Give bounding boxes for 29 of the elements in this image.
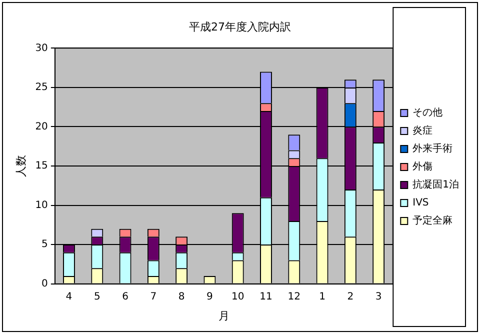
- y-axis-title: 人数: [14, 155, 28, 177]
- y-tick-label: 30: [35, 42, 48, 54]
- y-tick-label: 15: [35, 160, 48, 172]
- y-tick-label: 0: [42, 278, 48, 290]
- x-tick-label: 7: [150, 291, 157, 302]
- x-tick-label: 11: [260, 291, 272, 302]
- x-tick-label: 4: [66, 291, 72, 302]
- x-tick-label: 9: [206, 291, 213, 302]
- x-tick-label: 6: [122, 291, 128, 302]
- y-tick-label: 20: [35, 121, 48, 132]
- y-tick-label: 25: [35, 82, 48, 94]
- x-tick-label: 1: [319, 291, 326, 302]
- chart-title: 平成27年度入院内訳: [189, 20, 291, 34]
- legend-label: 炎症: [412, 124, 433, 137]
- legend-label: 予定全麻: [412, 214, 453, 227]
- x-tick-label: 3: [375, 291, 382, 302]
- x-tick-label: 10: [231, 291, 244, 302]
- legend-label: IVS: [412, 198, 429, 209]
- x-tick-label: 12: [288, 291, 301, 302]
- x-axis-title: 月: [218, 309, 230, 322]
- y-tick-label: 5: [42, 239, 48, 250]
- legend-label: 外傷: [412, 160, 433, 173]
- x-tick-label: 2: [347, 291, 354, 302]
- legend-label: 外来手術: [412, 142, 453, 155]
- legend-label: 抗凝固1泊: [412, 178, 460, 191]
- y-tick-label: 10: [35, 200, 48, 211]
- legend-label: その他: [412, 106, 443, 119]
- x-tick-label: 8: [178, 291, 185, 302]
- x-tick-label: 5: [94, 291, 100, 302]
